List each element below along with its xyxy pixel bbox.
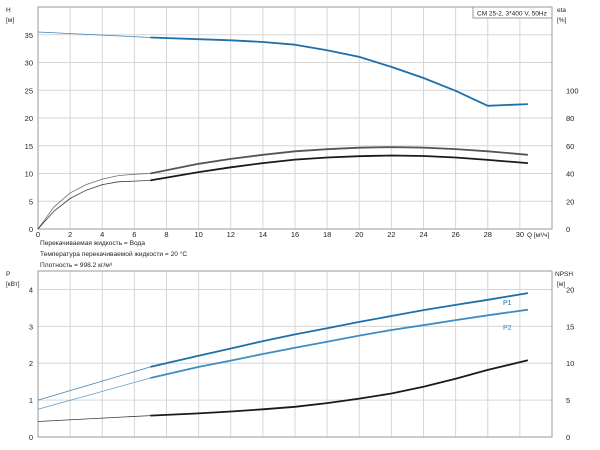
x-tick-label: 20 — [355, 230, 363, 239]
y2-tick-label: 20 — [566, 285, 574, 294]
npsh-low-flow-line — [37, 415, 151, 422]
y2-tick-label: 40 — [566, 170, 574, 179]
top-grid — [37, 7, 553, 230]
x-tick-label: 22 — [387, 230, 395, 239]
density-note: Плотность = 998.2 кг/м³ — [40, 262, 113, 269]
y2-tick-label: 20 — [566, 197, 574, 206]
x-tick-label: 30 — [516, 230, 524, 239]
bottom-right-axis-title: NPSH — [555, 271, 573, 278]
x-tick-label: 10 — [194, 230, 202, 239]
y-tick-label: 1 — [29, 396, 33, 405]
eta-low-flow-line — [37, 173, 151, 230]
y-tick-label: 30 — [25, 59, 33, 68]
y2-tick-label: 80 — [566, 114, 574, 123]
eta-lower--low-flow-line — [37, 180, 151, 230]
y-tick-label: 35 — [25, 31, 33, 40]
x-tick-label: 2 — [68, 230, 72, 239]
p2-line — [150, 308, 529, 379]
h-line — [150, 36, 528, 107]
eta-lower--line — [150, 154, 528, 182]
bottom-grid — [37, 271, 553, 438]
top-plot-frame — [37, 6, 553, 230]
x-tick-label: 4 — [100, 230, 104, 239]
y2-tick-label: 10 — [566, 359, 574, 368]
y-tick-label: 5 — [29, 197, 33, 206]
x-tick-label: 6 — [132, 230, 136, 239]
x-tick-label: 12 — [227, 230, 235, 239]
y2-tick-label: 0 — [566, 433, 570, 442]
x-tick-label: 0 — [36, 230, 40, 239]
y2-tick-label: 100 — [566, 86, 579, 95]
top-x-axis-label: Q [м³/ч] — [527, 232, 549, 239]
npsh-line — [150, 359, 529, 417]
p1-label: P1 — [503, 300, 512, 307]
x-tick-label: 24 — [419, 230, 427, 239]
x-tick-label: 8 — [164, 230, 168, 239]
y-tick-label: 10 — [25, 170, 33, 179]
model-box — [472, 6, 553, 19]
temperature-note: Температура перекачиваемой жидкости = 20… — [40, 250, 187, 258]
top-left-axis-unit: [м] — [6, 17, 14, 24]
top-right-axis-unit: [%] — [557, 17, 567, 24]
bottom-left-axis-unit: [кВт] — [6, 281, 20, 288]
y2-tick-label: 0 — [566, 225, 570, 234]
x-tick-label: 16 — [291, 230, 299, 239]
y-tick-label: 0 — [29, 225, 33, 234]
top-right-axis-title: eta — [557, 7, 566, 14]
model-label: CM 25-2, 3*400 V, 50Hz — [477, 11, 547, 18]
eta-line — [150, 146, 528, 175]
y2-tick-label: 5 — [566, 396, 570, 405]
y-tick-label: 20 — [25, 114, 33, 123]
y-tick-label: 15 — [25, 142, 33, 151]
fluid-note: Перекачиваемая жидкость = Вода — [40, 240, 145, 247]
bottom-right-tick-labels: 0 5 10 15 20 — [566, 285, 574, 442]
x-tick-label: 28 — [484, 230, 492, 239]
p1-low-flow-line — [37, 366, 151, 401]
bottom-plot-frame — [37, 270, 553, 438]
p2-label: P2 — [503, 325, 512, 332]
bottom-series — [37, 292, 529, 422]
h-low-flow-line — [37, 31, 151, 38]
bottom-left-axis-title: P — [6, 271, 10, 278]
y-tick-label: 0 — [29, 433, 33, 442]
y-tick-label: 2 — [29, 359, 33, 368]
y-tick-label: 4 — [29, 285, 33, 294]
bottom-right-axis-unit: [м] — [557, 281, 565, 288]
y2-tick-label: 15 — [566, 322, 574, 331]
top-x-tick-labels: 0 2 4 6 8 10 12 14 16 18 20 22 24 26 28 30 — [36, 230, 524, 239]
y2-tick-label: 60 — [566, 142, 574, 151]
x-tick-label: 26 — [451, 230, 459, 239]
top-right-tick-labels: 0 20 40 60 80 100 — [566, 86, 579, 234]
bottom-left-tick-labels: 0 1 2 3 4 — [29, 285, 33, 442]
top-left-axis-title: H — [6, 7, 11, 14]
y-tick-label: 3 — [29, 322, 33, 331]
p2-low-flow-line — [37, 377, 151, 410]
x-tick-label: 14 — [259, 230, 267, 239]
top-left-tick-labels: 0 5 10 15 20 25 30 35 — [25, 31, 33, 234]
top-series — [37, 31, 528, 230]
p1-line — [150, 292, 529, 368]
y-tick-label: 25 — [25, 86, 33, 95]
x-tick-label: 18 — [323, 230, 331, 239]
